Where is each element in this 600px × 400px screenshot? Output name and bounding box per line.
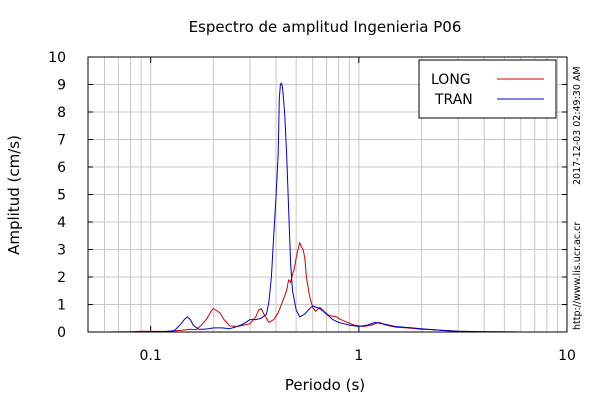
series-line-tran	[88, 82, 567, 333]
x-tick-label: 0.1	[140, 348, 162, 364]
y-tick-label: 4	[57, 215, 66, 231]
y-tick-label: 3	[57, 243, 66, 259]
x-axis-ticks: 0.1 1 10	[140, 57, 576, 364]
x-axis-label: Periodo (s)	[285, 376, 365, 394]
y-tick-label: 9	[57, 78, 66, 94]
source-url-text: http://www.lis.ucr.ac.cr	[572, 222, 583, 330]
chart-title: Espectro de amplitud Ingenieria P06	[189, 18, 462, 36]
timestamp-text: 2017-12-03 02:49:30 AM	[572, 66, 583, 185]
legend-label-tran: TRAN	[434, 92, 473, 108]
y-tick-label: 8	[57, 105, 66, 121]
y-tick-label: 0	[57, 325, 66, 341]
y-tick-label: 6	[57, 160, 66, 176]
y-axis-label: Amplitud (cm/s)	[5, 135, 23, 255]
y-tick-label: 5	[57, 188, 66, 204]
y-tick-label: 1	[57, 298, 66, 314]
legend: LONG TRAN	[418, 59, 557, 119]
y-tick-label: 10	[48, 50, 66, 66]
series-line-long	[88, 242, 567, 333]
x-tick-label: 10	[558, 348, 576, 364]
series-layer	[88, 82, 567, 333]
y-tick-label: 7	[57, 133, 66, 149]
x-tick-label: 1	[354, 348, 363, 364]
legend-label-long: LONG	[431, 72, 471, 88]
y-tick-label: 2	[57, 270, 66, 286]
y-axis-ticks: 0 1 2 3 4 5 6 7 8 9 10	[48, 50, 567, 341]
legend-box	[418, 59, 557, 119]
